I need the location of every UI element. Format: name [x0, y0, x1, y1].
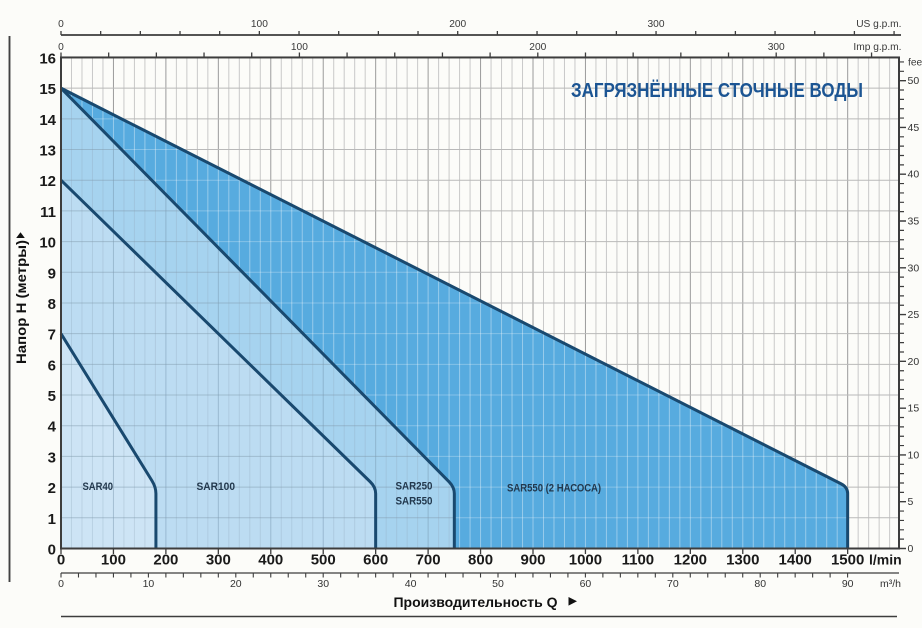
- svg-text:15: 15: [39, 81, 56, 98]
- svg-text:45: 45: [908, 122, 920, 134]
- svg-text:15: 15: [908, 403, 920, 415]
- svg-text:200: 200: [153, 552, 178, 569]
- svg-text:200: 200: [529, 42, 546, 53]
- svg-text:Напор H (метры): Напор H (метры): [13, 240, 29, 364]
- svg-text:30: 30: [317, 578, 329, 590]
- svg-text:11: 11: [40, 204, 56, 221]
- svg-text:6: 6: [48, 357, 56, 374]
- svg-text:1200: 1200: [674, 552, 707, 569]
- svg-text:12: 12: [39, 173, 56, 190]
- svg-text:1400: 1400: [779, 552, 812, 569]
- svg-text:feet: feet: [908, 58, 922, 69]
- svg-text:50: 50: [492, 578, 504, 590]
- svg-text:30: 30: [908, 262, 920, 274]
- svg-text:SAR100: SAR100: [197, 481, 236, 493]
- svg-text:SAR550 (2 НАСОСА): SAR550 (2 НАСОСА): [507, 483, 601, 495]
- svg-text:700: 700: [416, 552, 441, 569]
- svg-text:l/min: l/min: [869, 552, 902, 568]
- svg-text:900: 900: [520, 552, 545, 569]
- svg-text:500: 500: [311, 552, 336, 569]
- svg-text:SAR550: SAR550: [396, 496, 433, 508]
- svg-text:40: 40: [908, 169, 920, 181]
- svg-text:14: 14: [39, 112, 56, 129]
- svg-text:9: 9: [48, 265, 56, 282]
- svg-text:0: 0: [58, 578, 64, 590]
- svg-text:600: 600: [363, 552, 388, 569]
- svg-text:0: 0: [58, 19, 64, 30]
- svg-text:1000: 1000: [569, 552, 602, 569]
- svg-text:100: 100: [251, 19, 268, 30]
- svg-text:50: 50: [908, 75, 920, 87]
- svg-text:2: 2: [48, 480, 56, 497]
- svg-text:40: 40: [405, 578, 417, 590]
- svg-text:10: 10: [908, 449, 920, 461]
- svg-text:300: 300: [648, 19, 665, 30]
- svg-text:100: 100: [101, 552, 126, 569]
- svg-text:1300: 1300: [726, 552, 759, 569]
- svg-text:300: 300: [206, 552, 231, 569]
- svg-text:SAR40: SAR40: [83, 481, 114, 493]
- svg-text:1: 1: [48, 511, 56, 528]
- svg-text:90: 90: [842, 578, 854, 590]
- svg-text:25: 25: [908, 309, 920, 321]
- svg-text:7: 7: [48, 327, 56, 344]
- svg-text:200: 200: [449, 19, 466, 30]
- svg-text:35: 35: [908, 216, 920, 228]
- svg-text:300: 300: [768, 42, 785, 53]
- svg-text:m³/h: m³/h: [880, 578, 901, 590]
- svg-text:13: 13: [39, 143, 56, 160]
- svg-text:10: 10: [143, 578, 155, 590]
- svg-text:1500: 1500: [831, 552, 864, 569]
- svg-text:0: 0: [908, 543, 914, 555]
- svg-text:10: 10: [39, 235, 56, 252]
- svg-text:Imp g.p.m.: Imp g.p.m.: [853, 42, 901, 53]
- svg-text:3: 3: [48, 449, 56, 466]
- svg-text:100: 100: [291, 42, 308, 53]
- svg-text:ЗАГРЯЗНЁННЫЕ СТОЧНЫЕ ВОДЫ: ЗАГРЯЗНЁННЫЕ СТОЧНЫЕ ВОДЫ: [571, 79, 863, 102]
- svg-text:4: 4: [48, 419, 57, 436]
- svg-text:800: 800: [468, 552, 493, 569]
- svg-text:20: 20: [908, 356, 920, 368]
- svg-text:20: 20: [230, 578, 242, 590]
- svg-text:16: 16: [39, 51, 56, 68]
- svg-text:60: 60: [580, 578, 592, 590]
- svg-text:SAR250: SAR250: [396, 481, 433, 493]
- svg-text:0: 0: [48, 542, 56, 559]
- svg-text:0: 0: [57, 552, 65, 569]
- svg-text:Производительность Q: Производительность Q: [393, 594, 557, 610]
- svg-text:US g.p.m.: US g.p.m.: [856, 19, 901, 30]
- svg-text:80: 80: [754, 578, 766, 590]
- svg-text:5: 5: [908, 496, 914, 508]
- svg-text:5: 5: [48, 388, 56, 405]
- svg-text:8: 8: [48, 296, 56, 313]
- svg-text:0: 0: [58, 42, 64, 53]
- svg-text:1100: 1100: [622, 552, 655, 569]
- svg-text:70: 70: [667, 578, 679, 590]
- svg-text:400: 400: [258, 552, 283, 569]
